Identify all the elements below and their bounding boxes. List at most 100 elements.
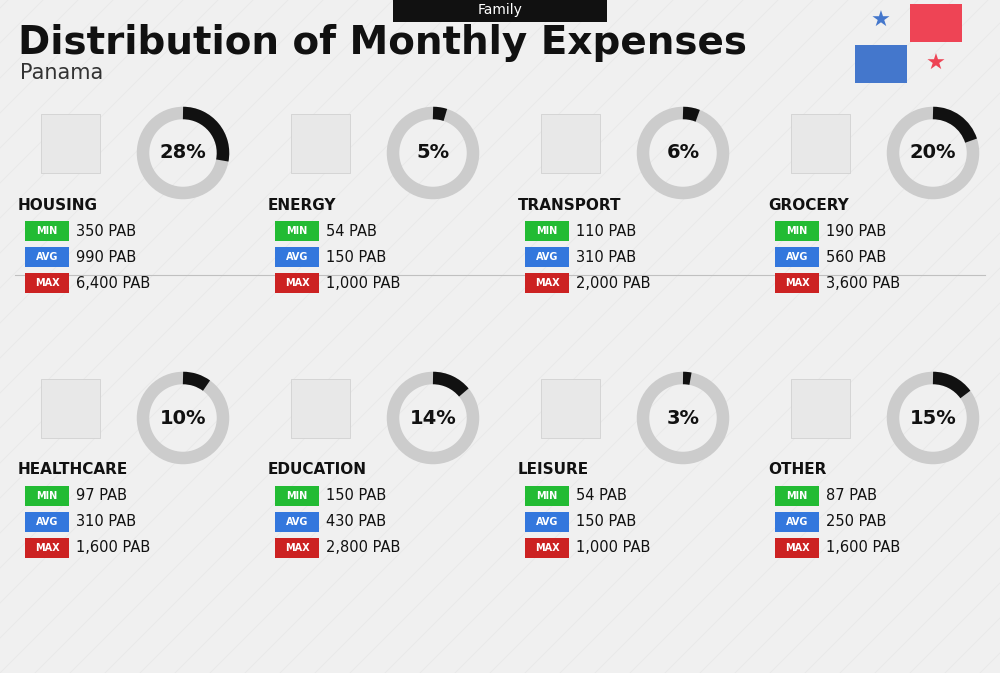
Text: ★: ★ — [871, 11, 891, 31]
FancyBboxPatch shape — [25, 221, 69, 241]
Text: MIN: MIN — [786, 491, 808, 501]
Text: EDUCATION: EDUCATION — [268, 462, 367, 478]
FancyBboxPatch shape — [25, 247, 69, 267]
FancyBboxPatch shape — [25, 273, 69, 293]
FancyBboxPatch shape — [540, 114, 600, 172]
FancyBboxPatch shape — [855, 45, 907, 83]
FancyBboxPatch shape — [25, 486, 69, 506]
FancyBboxPatch shape — [525, 512, 569, 532]
FancyBboxPatch shape — [525, 273, 569, 293]
Text: 250 PAB: 250 PAB — [826, 514, 886, 530]
Text: ENERGY: ENERGY — [268, 197, 336, 213]
Text: 6%: 6% — [666, 143, 700, 162]
Text: AVG: AVG — [286, 252, 308, 262]
Text: MAX: MAX — [535, 278, 559, 288]
Text: MAX: MAX — [35, 543, 59, 553]
Text: AVG: AVG — [536, 517, 558, 527]
Text: OTHER: OTHER — [768, 462, 826, 478]
Text: 54 PAB: 54 PAB — [576, 489, 627, 503]
FancyBboxPatch shape — [775, 512, 819, 532]
Text: GROCERY: GROCERY — [768, 197, 849, 213]
FancyBboxPatch shape — [525, 221, 569, 241]
Text: AVG: AVG — [536, 252, 558, 262]
Text: Family: Family — [478, 3, 522, 17]
Text: 150 PAB: 150 PAB — [576, 514, 636, 530]
Text: 990 PAB: 990 PAB — [76, 250, 136, 264]
Text: AVG: AVG — [36, 517, 58, 527]
Text: 150 PAB: 150 PAB — [326, 250, 386, 264]
Text: HEALTHCARE: HEALTHCARE — [18, 462, 128, 478]
Text: ★: ★ — [926, 54, 946, 74]
FancyBboxPatch shape — [275, 538, 319, 558]
Text: 150 PAB: 150 PAB — [326, 489, 386, 503]
FancyBboxPatch shape — [40, 378, 100, 437]
FancyBboxPatch shape — [275, 221, 319, 241]
FancyBboxPatch shape — [540, 378, 600, 437]
FancyBboxPatch shape — [775, 247, 819, 267]
Text: LEISURE: LEISURE — [518, 462, 589, 478]
Text: 1,600 PAB: 1,600 PAB — [826, 540, 900, 555]
Text: 1,000 PAB: 1,000 PAB — [576, 540, 650, 555]
Text: 2,000 PAB: 2,000 PAB — [576, 275, 650, 291]
Text: AVG: AVG — [786, 252, 808, 262]
FancyBboxPatch shape — [775, 273, 819, 293]
FancyBboxPatch shape — [290, 114, 350, 172]
Text: 110 PAB: 110 PAB — [576, 223, 636, 238]
Text: MIN: MIN — [536, 226, 558, 236]
Text: 54 PAB: 54 PAB — [326, 223, 377, 238]
Text: 3,600 PAB: 3,600 PAB — [826, 275, 900, 291]
FancyBboxPatch shape — [525, 486, 569, 506]
FancyBboxPatch shape — [290, 378, 350, 437]
FancyBboxPatch shape — [275, 273, 319, 293]
Text: 28%: 28% — [160, 143, 206, 162]
FancyBboxPatch shape — [393, 0, 607, 22]
Text: 190 PAB: 190 PAB — [826, 223, 886, 238]
Text: 1,000 PAB: 1,000 PAB — [326, 275, 400, 291]
Text: MAX: MAX — [285, 543, 309, 553]
FancyBboxPatch shape — [775, 486, 819, 506]
FancyBboxPatch shape — [790, 114, 850, 172]
FancyBboxPatch shape — [275, 247, 319, 267]
Text: MIN: MIN — [786, 226, 808, 236]
FancyBboxPatch shape — [790, 378, 850, 437]
Text: TRANSPORT: TRANSPORT — [518, 197, 622, 213]
FancyBboxPatch shape — [775, 221, 819, 241]
FancyBboxPatch shape — [525, 538, 569, 558]
Text: 87 PAB: 87 PAB — [826, 489, 877, 503]
Text: MIN: MIN — [536, 491, 558, 501]
Text: 560 PAB: 560 PAB — [826, 250, 886, 264]
Text: MIN: MIN — [36, 491, 58, 501]
Text: MAX: MAX — [785, 543, 809, 553]
Text: Panama: Panama — [20, 63, 103, 83]
Text: 3%: 3% — [666, 409, 700, 427]
Text: 310 PAB: 310 PAB — [76, 514, 136, 530]
Text: 14%: 14% — [410, 409, 456, 427]
FancyBboxPatch shape — [910, 4, 962, 42]
Text: HOUSING: HOUSING — [18, 197, 98, 213]
Text: AVG: AVG — [36, 252, 58, 262]
FancyBboxPatch shape — [775, 538, 819, 558]
Text: 15%: 15% — [910, 409, 956, 427]
FancyBboxPatch shape — [40, 114, 100, 172]
Text: MIN: MIN — [286, 226, 308, 236]
FancyBboxPatch shape — [25, 538, 69, 558]
Text: MIN: MIN — [286, 491, 308, 501]
Text: AVG: AVG — [286, 517, 308, 527]
Text: 97 PAB: 97 PAB — [76, 489, 127, 503]
Text: MAX: MAX — [285, 278, 309, 288]
Text: MAX: MAX — [35, 278, 59, 288]
Text: MAX: MAX — [785, 278, 809, 288]
Text: 20%: 20% — [910, 143, 956, 162]
Text: 6,400 PAB: 6,400 PAB — [76, 275, 150, 291]
Text: 310 PAB: 310 PAB — [576, 250, 636, 264]
Text: 5%: 5% — [416, 143, 450, 162]
Text: Distribution of Monthly Expenses: Distribution of Monthly Expenses — [18, 24, 747, 62]
Text: MIN: MIN — [36, 226, 58, 236]
Text: 1,600 PAB: 1,600 PAB — [76, 540, 150, 555]
Text: 2,800 PAB: 2,800 PAB — [326, 540, 400, 555]
Text: 350 PAB: 350 PAB — [76, 223, 136, 238]
Text: AVG: AVG — [786, 517, 808, 527]
FancyBboxPatch shape — [525, 247, 569, 267]
FancyBboxPatch shape — [25, 512, 69, 532]
FancyBboxPatch shape — [275, 486, 319, 506]
